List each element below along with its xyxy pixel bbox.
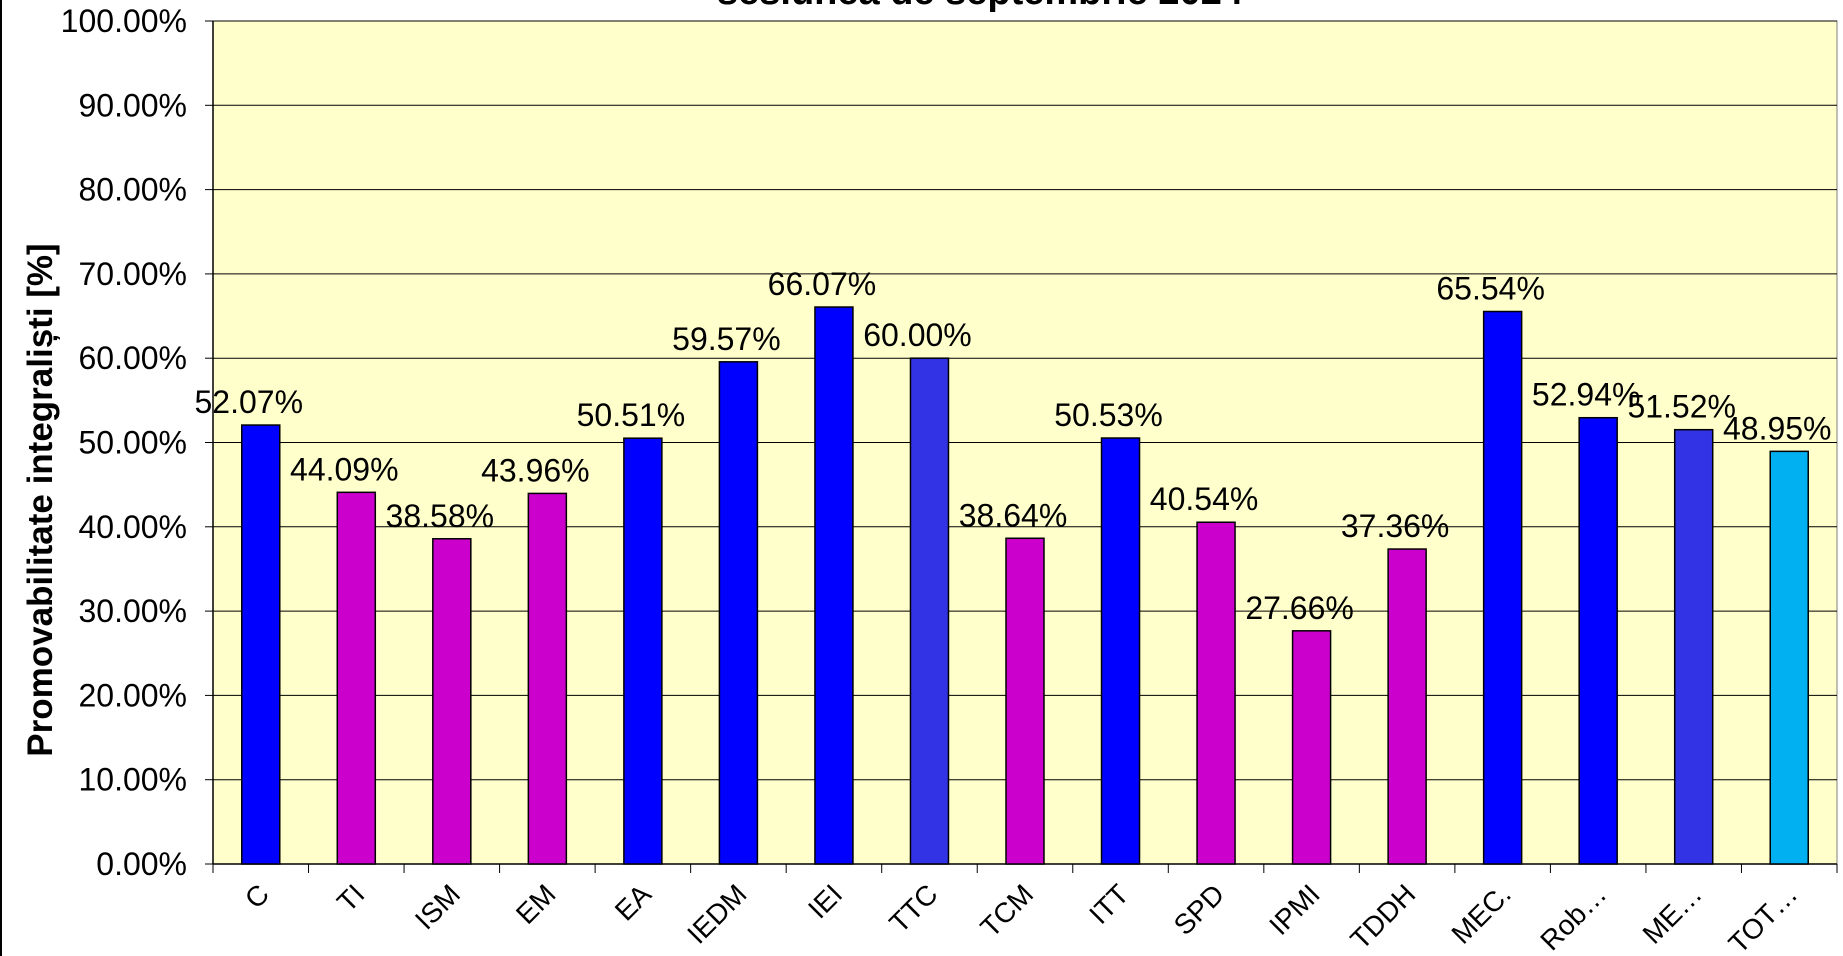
bar — [336, 491, 377, 865]
value-label: 59.57% — [672, 321, 781, 357]
y-tick-label: 90.00% — [78, 87, 187, 123]
bar — [1578, 416, 1618, 865]
bar — [718, 361, 759, 865]
y-tick-label: 0.00% — [96, 846, 187, 882]
x-tick-label: IPMI — [1263, 878, 1326, 941]
x-tick-label: EA — [609, 878, 658, 927]
y-tick-label: 60.00% — [78, 340, 187, 376]
x-tick-label: ITT — [1083, 878, 1135, 930]
bar — [623, 437, 663, 865]
value-label: 51.52% — [1627, 389, 1736, 425]
value-label: 27.66% — [1245, 590, 1354, 626]
x-tick-label: C — [239, 878, 275, 914]
x-tick-label: TTC — [883, 878, 943, 938]
value-label: 43.96% — [481, 452, 590, 488]
x-tick-label: SPD — [1168, 878, 1231, 941]
bar — [241, 424, 281, 865]
value-label: 60.00% — [863, 317, 972, 353]
bar — [1673, 428, 1714, 865]
bar — [1005, 537, 1045, 865]
value-label: 44.09% — [290, 451, 399, 487]
value-label: 48.95% — [1723, 410, 1832, 446]
bar — [1291, 630, 1332, 865]
x-tick-label: EM — [510, 878, 562, 930]
y-tick-label: 30.00% — [78, 593, 187, 629]
bar — [432, 538, 472, 865]
value-label: 50.53% — [1054, 397, 1163, 433]
bar — [1100, 437, 1141, 865]
value-label: 38.58% — [386, 498, 495, 534]
y-tick-label: 20.00% — [78, 677, 187, 713]
value-label: 38.64% — [959, 497, 1068, 533]
value-label: 40.54% — [1150, 481, 1259, 517]
y-tick-label: 10.00% — [78, 762, 187, 798]
y-tick-label: 100.00% — [61, 3, 187, 39]
chart-title: sesiunea de septembrie 2024 — [717, 0, 1243, 13]
x-tick-label: TDDH — [1344, 878, 1421, 955]
value-label: 50.51% — [577, 397, 686, 433]
x-tick-label: IEDM — [681, 878, 752, 949]
bar — [527, 492, 568, 865]
x-tick-label: ISM — [409, 878, 466, 935]
x-tick-label: MEC. — [1445, 878, 1516, 949]
bar — [1482, 310, 1523, 865]
bar — [1387, 548, 1427, 865]
bar — [1196, 521, 1236, 865]
value-label: 52.94% — [1532, 377, 1641, 413]
value-label: 52.07% — [194, 384, 303, 420]
y-tick-label: 70.00% — [78, 256, 187, 292]
value-label: 37.36% — [1341, 508, 1450, 544]
x-tick-label: TI — [331, 878, 371, 918]
y-tick-label: 50.00% — [78, 425, 187, 461]
bar — [814, 306, 854, 865]
y-tick-label: 80.00% — [78, 172, 187, 208]
bar — [909, 357, 950, 865]
x-tick-label: ME… — [1637, 878, 1708, 949]
value-label: 66.07% — [768, 266, 877, 302]
x-tick-label: Rob… — [1534, 878, 1612, 956]
x-tick-label: TOT… — [1723, 878, 1804, 956]
value-label: 65.54% — [1436, 270, 1545, 306]
y-tick-label: 40.00% — [78, 509, 187, 545]
x-tick-label: TCM — [974, 878, 1039, 943]
x-tick-label: IEI — [802, 878, 848, 924]
bar — [1769, 450, 1809, 865]
y-axis-label: Promovabilitate integraliști [%] — [21, 243, 60, 756]
